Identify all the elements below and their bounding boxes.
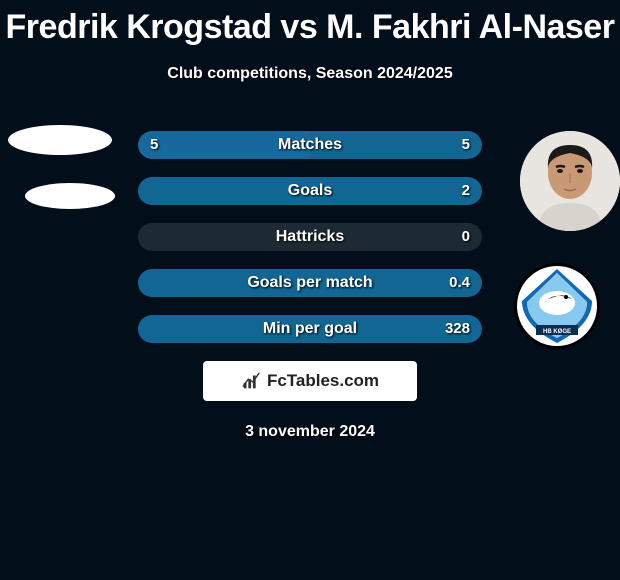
stat-label: Goals per match (138, 269, 482, 297)
player-right-avatar (520, 131, 620, 231)
comparison-panel: HB KØGE 5 Matches 5 Goals 2 Hattricks 0 (0, 115, 620, 375)
stat-row-min-per-goal: Min per goal 328 (138, 315, 482, 343)
stat-label: Hattricks (138, 223, 482, 251)
stat-row-matches: 5 Matches 5 (138, 131, 482, 159)
stat-row-goals: Goals 2 (138, 177, 482, 205)
stat-right-value: 328 (445, 315, 470, 343)
stat-right-value: 2 (462, 177, 470, 205)
stat-right-value: 5 (462, 131, 470, 159)
stat-right-value: 0 (462, 223, 470, 251)
svg-text:HB KØGE: HB KØGE (543, 329, 571, 335)
club-right-logo: HB KØGE (514, 263, 600, 349)
page-title: Fredrik Krogstad vs M. Fakhri Al-Naser (0, 0, 620, 47)
subtitle: Club competitions, Season 2024/2025 (0, 65, 620, 83)
stat-label: Matches (138, 131, 482, 159)
stat-bars: 5 Matches 5 Goals 2 Hattricks 0 Goals pe… (138, 131, 482, 361)
stat-row-goals-per-match: Goals per match 0.4 (138, 269, 482, 297)
club-left-logo (25, 183, 115, 209)
stat-right-value: 0.4 (449, 269, 470, 297)
stat-row-hattricks: Hattricks 0 (138, 223, 482, 251)
stat-label: Min per goal (138, 315, 482, 343)
date-text: 3 november 2024 (0, 423, 620, 441)
stat-label: Goals (138, 177, 482, 205)
player-left-avatar (8, 125, 112, 155)
